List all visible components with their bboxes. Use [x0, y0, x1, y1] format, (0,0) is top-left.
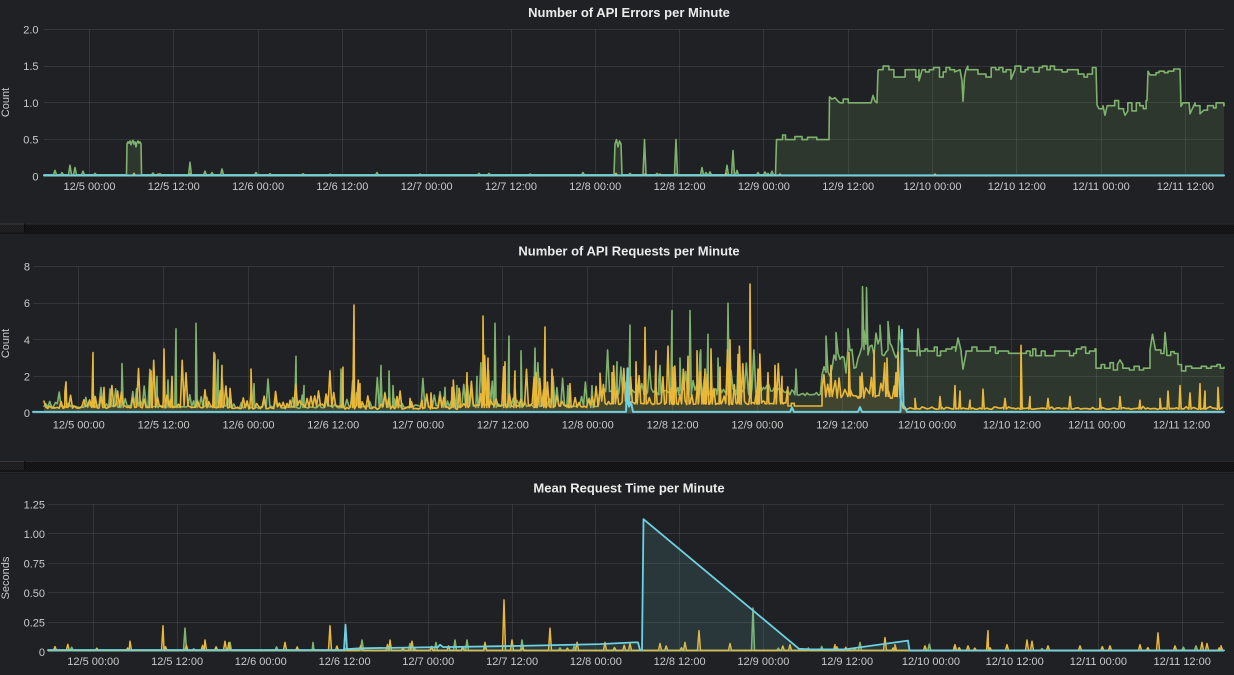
svg-text:12/10 00:00: 12/10 00:00	[903, 181, 961, 193]
svg-text:12/9 00:00: 12/9 00:00	[738, 181, 790, 193]
svg-text:12/5 12:00: 12/5 12:00	[148, 181, 200, 193]
svg-text:12/8 00:00: 12/8 00:00	[569, 181, 621, 193]
svg-text:12/11 00:00: 12/11 00:00	[1068, 420, 1125, 432]
svg-text:12/5 00:00: 12/5 00:00	[53, 420, 105, 432]
svg-text:Mean Request Time per Minute: Mean Request Time per Minute	[533, 481, 724, 496]
svg-text:0: 0	[39, 647, 45, 659]
svg-text:12/7 12:00: 12/7 12:00	[477, 420, 529, 432]
svg-text:12/6 00:00: 12/6 00:00	[235, 656, 287, 668]
svg-text:12/11 12:00: 12/11 12:00	[1153, 420, 1210, 432]
svg-text:12/6 00:00: 12/6 00:00	[232, 181, 284, 193]
svg-text:12/7 12:00: 12/7 12:00	[485, 181, 537, 193]
svg-text:12/7 12:00: 12/7 12:00	[486, 656, 538, 668]
svg-text:12/7 00:00: 12/7 00:00	[392, 420, 444, 432]
svg-text:0: 0	[24, 408, 30, 420]
svg-text:Number of API Errors per Minut: Number of API Errors per Minute	[528, 5, 730, 20]
svg-text:12/9 12:00: 12/9 12:00	[816, 420, 868, 432]
svg-text:12/8 12:00: 12/8 12:00	[654, 656, 706, 668]
svg-text:12/8 00:00: 12/8 00:00	[570, 656, 622, 668]
svg-text:12/9 12:00: 12/9 12:00	[822, 181, 874, 193]
svg-text:12/8 00:00: 12/8 00:00	[562, 420, 614, 432]
svg-text:12/11 12:00: 12/11 12:00	[1154, 656, 1211, 668]
svg-text:12/10 12:00: 12/10 12:00	[988, 181, 1046, 193]
svg-text:12/5 12:00: 12/5 12:00	[151, 656, 203, 668]
svg-text:12/6 12:00: 12/6 12:00	[307, 420, 359, 432]
svg-text:1.0: 1.0	[23, 98, 38, 110]
svg-text:Count: Count	[0, 88, 12, 117]
svg-text:12/5 12:00: 12/5 12:00	[138, 420, 190, 432]
svg-text:0: 0	[32, 171, 38, 183]
svg-text:12/5 00:00: 12/5 00:00	[64, 181, 116, 193]
svg-text:12/5 00:00: 12/5 00:00	[67, 656, 119, 668]
svg-text:12/6 12:00: 12/6 12:00	[319, 656, 371, 668]
svg-text:12/9 12:00: 12/9 12:00	[821, 656, 873, 668]
svg-text:0.50: 0.50	[24, 588, 45, 600]
svg-text:12/6 00:00: 12/6 00:00	[223, 420, 275, 432]
svg-text:Seconds: Seconds	[0, 556, 12, 599]
svg-text:2: 2	[24, 371, 30, 383]
svg-text:12/7 00:00: 12/7 00:00	[401, 181, 453, 193]
svg-text:12/10 12:00: 12/10 12:00	[986, 656, 1044, 668]
svg-text:12/11 00:00: 12/11 00:00	[1072, 181, 1129, 193]
svg-text:8: 8	[24, 262, 30, 274]
svg-text:1.00: 1.00	[24, 529, 45, 541]
svg-text:12/8 12:00: 12/8 12:00	[647, 420, 699, 432]
svg-text:0.5: 0.5	[23, 135, 38, 147]
svg-text:Number of API Requests per Min: Number of API Requests per Minute	[518, 244, 739, 259]
svg-text:4: 4	[24, 335, 30, 347]
svg-text:6: 6	[24, 298, 30, 310]
svg-text:2.0: 2.0	[23, 24, 38, 36]
svg-text:12/7 00:00: 12/7 00:00	[402, 656, 454, 668]
svg-text:1.5: 1.5	[23, 61, 38, 73]
svg-text:12/10 12:00: 12/10 12:00	[983, 420, 1041, 432]
svg-text:12/11 00:00: 12/11 00:00	[1070, 656, 1127, 668]
svg-text:1.25: 1.25	[24, 499, 45, 511]
svg-text:12/10 00:00: 12/10 00:00	[902, 656, 960, 668]
svg-text:12/10 00:00: 12/10 00:00	[898, 420, 956, 432]
svg-text:0.25: 0.25	[24, 617, 45, 629]
svg-text:12/11 12:00: 12/11 12:00	[1157, 181, 1214, 193]
svg-text:12/9 00:00: 12/9 00:00	[731, 420, 783, 432]
svg-text:0.75: 0.75	[24, 558, 45, 570]
svg-text:12/6 12:00: 12/6 12:00	[316, 181, 368, 193]
svg-text:12/8 12:00: 12/8 12:00	[654, 181, 706, 193]
svg-text:Count: Count	[0, 329, 12, 358]
svg-text:12/9 00:00: 12/9 00:00	[737, 656, 789, 668]
